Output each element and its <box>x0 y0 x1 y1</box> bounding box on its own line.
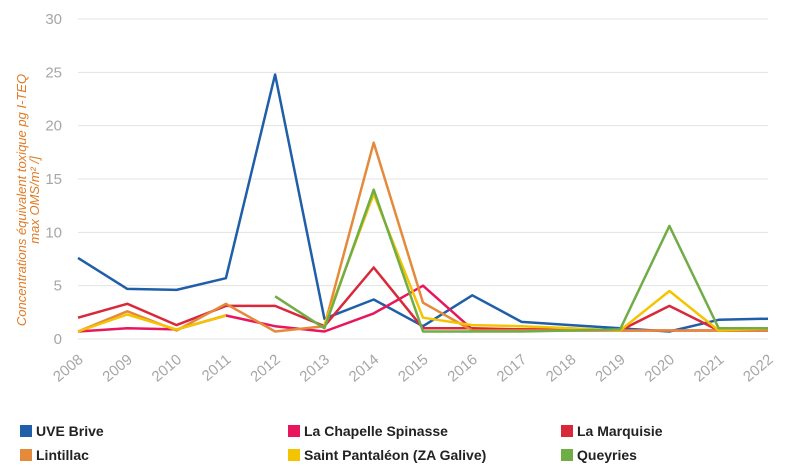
legend-swatch <box>20 449 32 461</box>
x-tick-label: 2014 <box>346 351 382 385</box>
y-tick-label: 15 <box>45 171 62 188</box>
y-tick-label: 10 <box>45 224 62 241</box>
y-axis-title-line1: Concentrations équivalent toxique pg I-T… <box>14 74 29 326</box>
series-line-uve-brive <box>77 73 769 333</box>
y-tick-label: 0 <box>54 331 62 348</box>
legend-swatch <box>288 425 300 437</box>
legend-label: La Chapelle Spinasse <box>304 423 448 439</box>
x-tick-label: 2010 <box>149 351 185 385</box>
legend: UVE Brive La Chapelle Spinasse La Marquisi… <box>20 423 663 463</box>
x-tick-label: 2012 <box>247 351 283 385</box>
legend-swatch <box>561 425 573 437</box>
legend-label: La Marquisie <box>577 423 663 439</box>
legend-label: Saint Pantaléon (ZA Galive) <box>304 447 486 463</box>
x-tick-label: 2009 <box>99 351 135 385</box>
x-tick-label: 2015 <box>395 351 431 385</box>
y-tick-label: 20 <box>45 118 62 135</box>
legend-swatch <box>288 449 300 461</box>
x-tick-label: 2018 <box>543 351 579 385</box>
legend-swatch <box>20 425 32 437</box>
legend-label: Lintillac <box>36 447 89 463</box>
x-tick-label: 2020 <box>642 351 678 385</box>
y-axis-title-line2: max OMS/m² /] <box>27 156 42 244</box>
y-tick-label: 5 <box>54 278 62 295</box>
x-tick-label: 2019 <box>592 351 628 385</box>
legend-label: UVE Brive <box>36 423 104 439</box>
x-tick-label: 2017 <box>494 351 530 385</box>
series-line-saint-pantal-on-za-galive <box>323 192 769 332</box>
x-tick-label: 2022 <box>740 351 776 385</box>
y-tick-label: 30 <box>45 11 62 28</box>
x-tick-label: 2011 <box>199 351 235 385</box>
gridlines <box>78 18 768 340</box>
y-axis-title: Concentrations équivalent toxique pg I-T… <box>14 74 42 326</box>
x-tick-label: 2016 <box>444 351 480 385</box>
x-tick-label: 2021 <box>691 351 727 385</box>
x-tick-label: 2013 <box>297 351 333 385</box>
series-line-saint-pantal-on-za-galive <box>77 313 227 333</box>
series-lines <box>77 73 769 333</box>
y-axis-ticks: 0 5 10 15 20 25 30 <box>45 11 62 348</box>
x-tick-label: 2008 <box>50 351 86 385</box>
series-line-queyries <box>274 188 768 333</box>
legend-swatch <box>561 449 573 461</box>
y-tick-label: 25 <box>45 64 62 81</box>
series-line-lintillac <box>77 141 768 333</box>
legend-label: Queyries <box>577 447 637 463</box>
x-axis-ticks: 2008 2009 2010 2011 2012 2013 2014 2015 2016 2017… <box>50 351 776 385</box>
